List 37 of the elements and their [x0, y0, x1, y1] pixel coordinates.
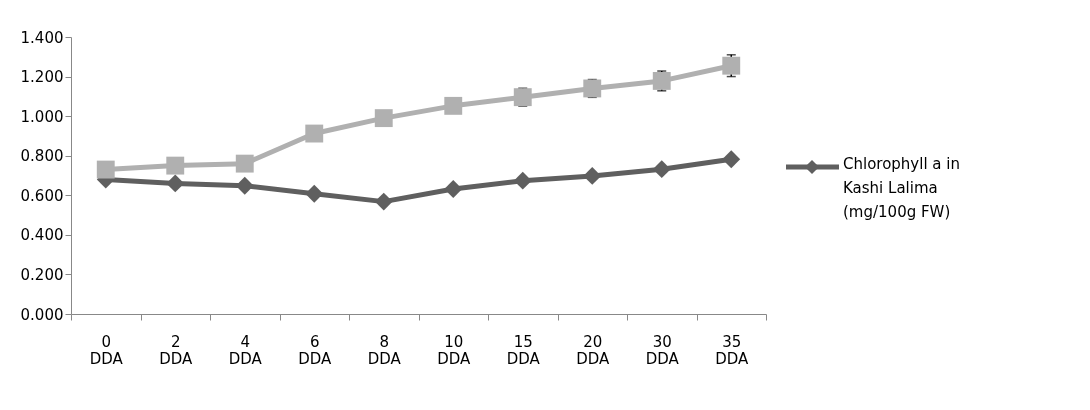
y-tick-label: 0.400	[20, 226, 64, 245]
x-tick-label: 10 DDA	[437, 332, 472, 368]
y-tick-label: 0.600	[20, 186, 64, 205]
point	[374, 192, 393, 211]
y-tick-label: 0.800	[20, 147, 64, 166]
y-tick-label: 0.000	[20, 305, 64, 324]
y-tick-label: 1.000	[20, 107, 64, 126]
legend-label: Chlorophyll a in Kashi Lalima (mg/100g FW)	[843, 155, 960, 221]
x-tick-label: 8 DDA	[367, 332, 402, 368]
x-tick-label: 15 DDA	[506, 332, 541, 368]
point	[652, 160, 671, 179]
point	[166, 156, 185, 175]
point	[305, 184, 324, 203]
point	[444, 96, 463, 115]
x-tick-label: 20 DDA	[576, 332, 611, 368]
y-tick-label: 1.200	[20, 68, 64, 87]
point	[166, 174, 185, 193]
point	[583, 166, 602, 185]
point	[583, 79, 602, 98]
point	[444, 180, 463, 198]
point	[305, 124, 324, 143]
x-tick-label: 0 DDA	[89, 332, 124, 368]
x-tick-label: 30 DDA	[645, 332, 680, 368]
point	[652, 71, 671, 90]
x-tick-label: 4 DDA	[228, 332, 263, 368]
x-tick-label: 6 DDA	[298, 332, 333, 368]
point	[374, 109, 393, 128]
y-tick-label: 1.400	[20, 28, 64, 47]
point	[235, 154, 254, 173]
point	[513, 88, 532, 107]
point	[722, 150, 741, 169]
point	[722, 56, 741, 75]
point	[96, 160, 115, 179]
point	[513, 171, 532, 190]
x-tick-label: 2 DDA	[159, 332, 194, 368]
y-tick-label: 0.200	[20, 265, 64, 284]
x-tick-label: 35 DDA	[715, 332, 750, 368]
